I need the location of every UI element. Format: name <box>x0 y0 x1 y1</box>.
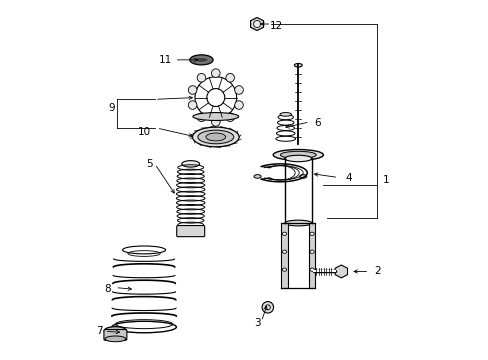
Circle shape <box>234 101 243 109</box>
Text: 2: 2 <box>373 266 380 276</box>
Ellipse shape <box>105 336 125 342</box>
Text: 4: 4 <box>345 173 351 183</box>
Circle shape <box>211 118 220 126</box>
FancyBboxPatch shape <box>281 223 287 288</box>
Circle shape <box>234 86 243 94</box>
FancyBboxPatch shape <box>104 329 126 340</box>
Circle shape <box>225 73 234 82</box>
Text: 12: 12 <box>269 21 283 31</box>
Ellipse shape <box>282 250 286 253</box>
Ellipse shape <box>192 127 239 147</box>
Ellipse shape <box>285 220 311 226</box>
Circle shape <box>225 113 234 122</box>
Ellipse shape <box>253 175 261 178</box>
Ellipse shape <box>182 161 199 167</box>
Ellipse shape <box>273 149 323 160</box>
Text: 6: 6 <box>314 118 321 128</box>
Ellipse shape <box>309 250 314 253</box>
Circle shape <box>211 69 220 77</box>
Text: 3: 3 <box>253 319 260 328</box>
FancyBboxPatch shape <box>308 223 315 288</box>
Ellipse shape <box>280 151 316 158</box>
Text: 7: 7 <box>96 326 102 336</box>
Ellipse shape <box>193 113 238 121</box>
Ellipse shape <box>282 268 286 271</box>
Ellipse shape <box>189 55 213 65</box>
Circle shape <box>262 302 273 313</box>
Circle shape <box>188 101 197 109</box>
Text: 1: 1 <box>382 175 388 185</box>
Ellipse shape <box>104 327 126 334</box>
Text: 9: 9 <box>108 103 115 113</box>
Ellipse shape <box>309 268 314 271</box>
Polygon shape <box>334 265 347 278</box>
Ellipse shape <box>280 113 291 116</box>
Ellipse shape <box>294 63 302 67</box>
Polygon shape <box>250 18 263 31</box>
Circle shape <box>197 73 205 82</box>
Text: 10: 10 <box>137 127 150 136</box>
Circle shape <box>197 113 205 122</box>
Ellipse shape <box>285 155 311 162</box>
Text: 5: 5 <box>146 159 152 169</box>
Text: 8: 8 <box>104 284 111 294</box>
Ellipse shape <box>282 232 286 235</box>
Circle shape <box>188 86 197 94</box>
Ellipse shape <box>205 133 225 141</box>
Ellipse shape <box>299 175 306 178</box>
Ellipse shape <box>194 57 208 62</box>
Ellipse shape <box>198 130 233 144</box>
Text: 11: 11 <box>159 55 172 65</box>
Ellipse shape <box>309 232 314 235</box>
FancyBboxPatch shape <box>176 226 204 237</box>
